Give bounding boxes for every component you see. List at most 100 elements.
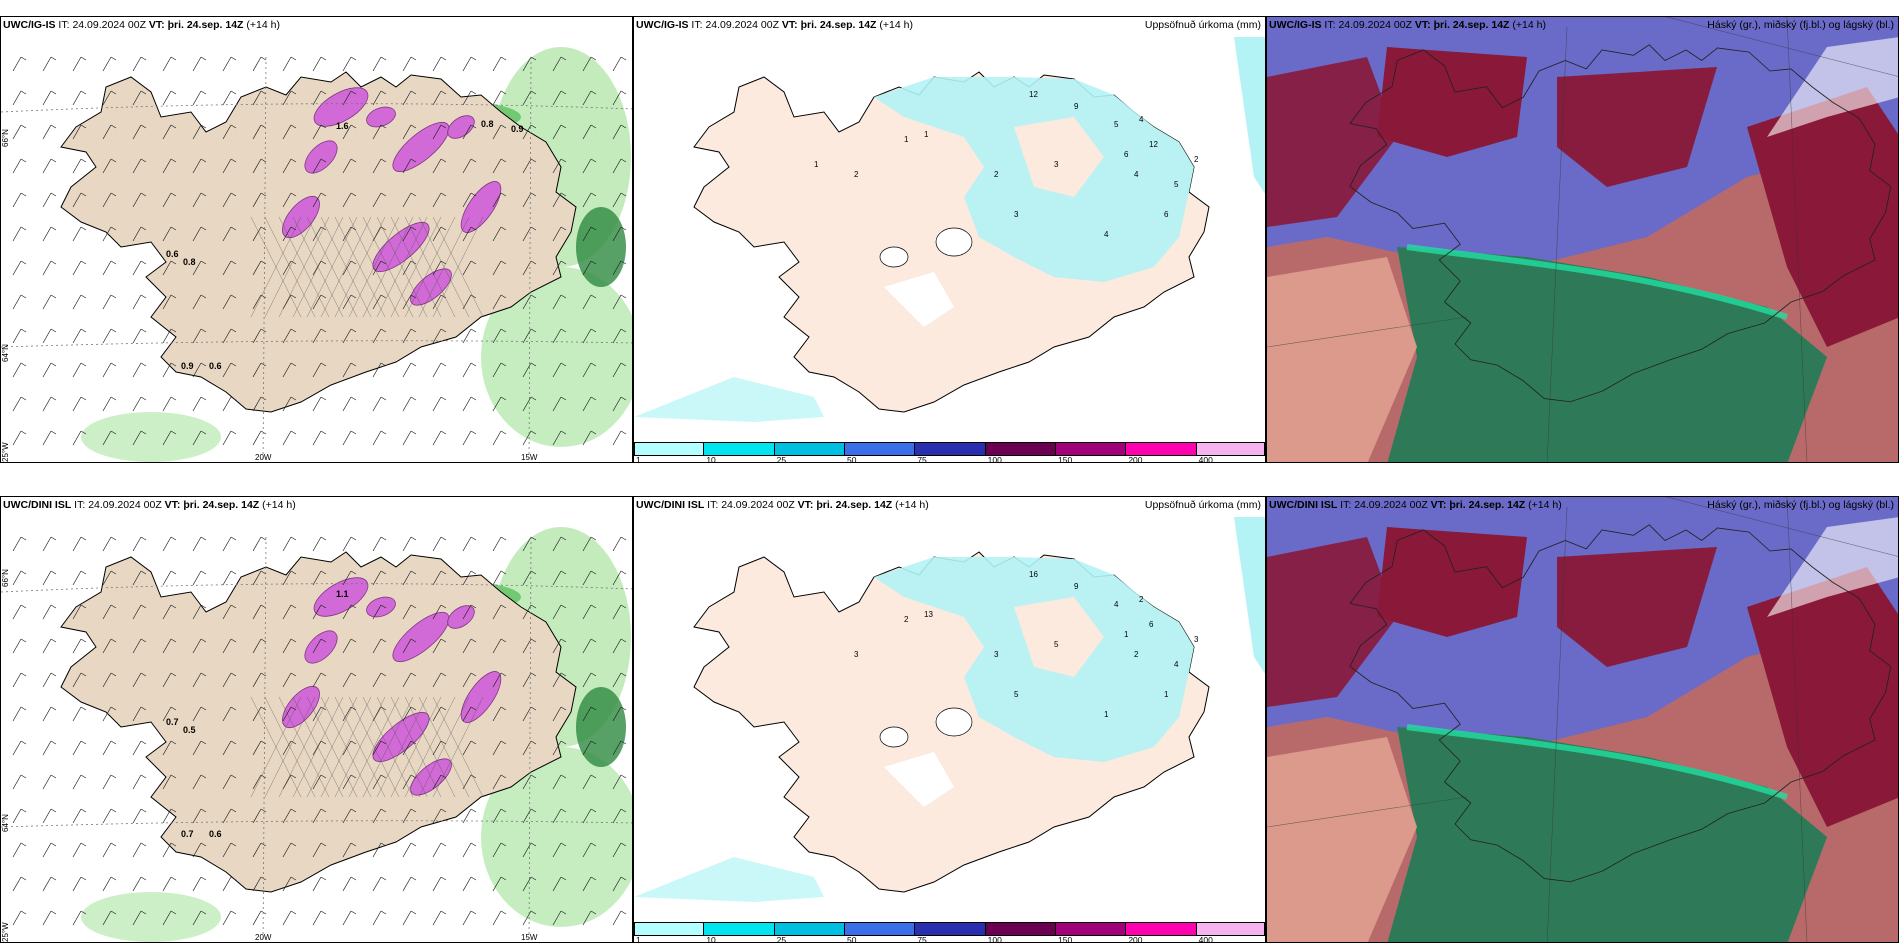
legend-swatch — [985, 922, 1056, 936]
svg-text:4: 4 — [1139, 115, 1144, 124]
legend-label: 150 — [1058, 455, 1073, 463]
svg-text:0.6: 0.6 — [166, 249, 179, 259]
panel-title: UWC/IG-IS IT: 24.09.2024 00Z VT: þri. 24… — [1269, 19, 1546, 31]
panel-snow-bottom: UWC/DINI ISL IT: 24.09.2024 00Z VT: þri.… — [0, 496, 633, 943]
svg-text:4: 4 — [1134, 170, 1139, 179]
legend-swatch — [1196, 442, 1265, 456]
svg-text:3: 3 — [854, 650, 859, 659]
legend-label: 75 — [917, 935, 927, 943]
legend-label: 200 — [1128, 935, 1143, 943]
legend-swatch — [845, 442, 916, 456]
precip-title: Uppsöfnuð úrkoma (mm) — [1144, 499, 1261, 511]
svg-text:3: 3 — [1194, 635, 1199, 644]
lon-label-25: 25°W — [1, 922, 10, 942]
svg-text:6: 6 — [1124, 150, 1129, 159]
legend-frame — [634, 922, 1265, 936]
svg-text:0.6: 0.6 — [209, 361, 222, 371]
lon-label-20: 20W — [255, 933, 272, 942]
legend-swatch — [774, 922, 845, 936]
legend-swatch — [1056, 922, 1127, 936]
lon-label-20: 20W — [255, 453, 272, 462]
svg-text:0.7: 0.7 — [166, 717, 179, 727]
legend-swatch — [704, 922, 775, 936]
svg-text:6: 6 — [1149, 620, 1154, 629]
legend-label: 50 — [847, 935, 857, 943]
panel-clouds-bottom: UWC/DINI ISL IT: 24.09.2024 00Z VT: þri.… — [1266, 496, 1899, 943]
clouds-title: Háský (gr.), miðský (fj.bl.) og lágský (… — [1707, 19, 1894, 31]
panel-title: UWC/IG-IS IT: 24.09.2024 00Z VT: þri. 24… — [3, 19, 280, 31]
svg-text:2: 2 — [904, 615, 909, 624]
legend-label: 200 — [1128, 455, 1143, 463]
svg-text:4: 4 — [1114, 600, 1119, 609]
lat-label-66: 66°N — [1, 569, 10, 587]
lat-label-64: 64°N — [1, 814, 10, 832]
precip-legend: 1 10 25 50 75 100 150 200 400 — [634, 442, 1265, 462]
legend-swatch — [1126, 922, 1197, 936]
legend-swatch — [634, 922, 705, 936]
legend-label: 400 — [1198, 935, 1213, 943]
lat-label-64: 64°N — [1, 344, 10, 362]
svg-text:1: 1 — [924, 130, 929, 139]
legend-label: 1 — [636, 935, 641, 943]
cloud-map — [1267, 497, 1898, 942]
svg-text:3: 3 — [1054, 160, 1059, 169]
svg-text:1: 1 — [1124, 630, 1129, 639]
legend-label: 100 — [987, 935, 1002, 943]
cloud-map — [1267, 17, 1898, 462]
legend-swatch — [915, 922, 986, 936]
legend-swatch — [985, 442, 1056, 456]
legend-swatch — [845, 922, 916, 936]
svg-text:4: 4 — [1104, 230, 1109, 239]
legend-label: 400 — [1198, 455, 1213, 463]
legend-label: 150 — [1058, 935, 1073, 943]
svg-text:4: 4 — [1174, 660, 1179, 669]
legend-label: 1 — [636, 455, 641, 463]
precip-legend: 1 10 25 50 75 100 150 200 400 — [634, 922, 1265, 942]
legend-swatch — [1126, 442, 1197, 456]
svg-text:0.6: 0.6 — [209, 829, 222, 839]
svg-text:12: 12 — [1029, 90, 1038, 99]
legend-swatch — [1056, 442, 1127, 456]
svg-text:5: 5 — [1114, 120, 1119, 129]
panel-precip-bottom: UWC/DINI ISL IT: 24.09.2024 00Z VT: þri.… — [633, 496, 1266, 943]
svg-text:3: 3 — [994, 650, 999, 659]
legend-label: 100 — [987, 455, 1002, 463]
svg-text:9: 9 — [1074, 582, 1079, 591]
legend-swatch — [774, 442, 845, 456]
precip-title: Uppsöfnuð úrkoma (mm) — [1144, 19, 1261, 31]
panel-title: UWC/DINI ISL IT: 24.09.2024 00Z VT: þri.… — [636, 499, 929, 511]
lat-label-66: 66°N — [1, 129, 10, 147]
panel-precip-top: UWC/IG-IS IT: 24.09.2024 00Z VT: þri. 24… — [633, 16, 1266, 463]
legend-label: 25 — [776, 935, 787, 943]
lon-label-15: 15W — [521, 933, 538, 942]
svg-text:0.9: 0.9 — [181, 361, 194, 371]
svg-text:16: 16 — [1029, 570, 1038, 579]
svg-text:0.8: 0.8 — [183, 257, 196, 267]
legend-label: 75 — [917, 455, 927, 463]
legend-swatch — [634, 442, 705, 456]
svg-text:1.6: 1.6 — [336, 121, 349, 131]
svg-text:2: 2 — [994, 170, 999, 179]
svg-text:1: 1 — [814, 160, 819, 169]
panel-clouds-top: UWC/IG-IS IT: 24.09.2024 00Z VT: þri. 24… — [1266, 16, 1899, 463]
svg-text:6: 6 — [1164, 210, 1169, 219]
svg-text:2: 2 — [1139, 595, 1144, 604]
svg-text:1: 1 — [1104, 710, 1109, 719]
svg-text:2: 2 — [854, 170, 859, 179]
legend-swatch — [704, 442, 775, 456]
svg-text:3: 3 — [1014, 210, 1019, 219]
snow-map: 0.7 0.5 0.7 0.6 1.1 — [1, 527, 632, 942]
svg-text:0.9: 0.9 — [511, 124, 524, 134]
legend-swatch — [1196, 922, 1265, 936]
lon-label-25: 25°W — [1, 442, 10, 462]
clouds-title: Háský (gr.), miðský (fj.bl.) og lágský (… — [1707, 499, 1894, 511]
svg-text:5: 5 — [1014, 690, 1019, 699]
panel-title: UWC/DINI ISL IT: 24.09.2024 00Z VT: þri.… — [1269, 499, 1562, 511]
panel-title: UWC/IG-IS IT: 24.09.2024 00Z VT: þri. 24… — [636, 19, 913, 31]
svg-text:2: 2 — [1134, 650, 1139, 659]
svg-text:1.1: 1.1 — [336, 589, 349, 599]
precip-map: 12 9 5 4 3 2 1 12 6 4 5 2 3 1 6 2 4 1 — [634, 37, 1265, 422]
svg-text:1: 1 — [1164, 690, 1169, 699]
legend-swatch — [915, 442, 986, 456]
